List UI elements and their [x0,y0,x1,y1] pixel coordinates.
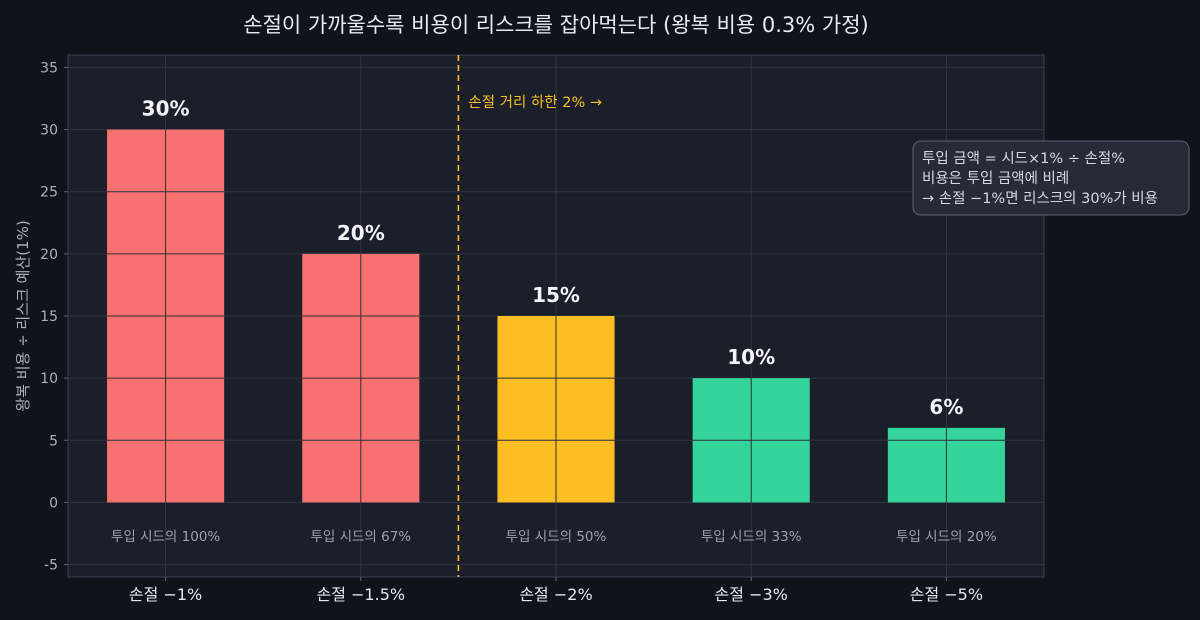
grid-overlay [107,129,1005,503]
annotation-line-1: 투입 금액 = 시드×1% ÷ 손절% [922,150,1125,167]
annotation-box-frame [912,140,1190,216]
x-tick-label: 손절 −2% [519,585,592,604]
x-tick-label: 손절 −3% [715,585,788,604]
y-axis-label: 왕복 비용 ÷ 리스크 예산(1%) [14,220,32,411]
y-axis-ticks: -5 0 5 10 15 20 25 30 35 [40,60,68,574]
y-tick-label: 30 [40,123,58,139]
annotation-line-2: 비용은 투입 금액에 비례 [922,170,1069,187]
sub-label: 투입 시드의 33% [701,529,802,545]
data-label: 10% [727,345,775,369]
annotation-line-3: → 손절 −1%면 리스크의 30%가 비용 [922,190,1158,207]
y-tick-label: 10 [40,371,58,387]
y-tick-label: 0 [49,495,58,511]
y-tick-label: 25 [40,185,58,201]
sub-label: 투입 시드의 20% [896,529,997,545]
sub-label: 투입 시드의 50% [506,529,607,545]
y-tick-label: 35 [40,60,58,76]
x-tick-label: 손절 −1.5% [317,585,406,604]
sub-label: 투입 시드의 67% [310,529,411,545]
chart-title: 손절이 가까울수록 비용이 리스크를 잡아먹는다 (왕복 비용 0.3% 가정) [243,13,868,37]
y-tick-label: 15 [40,309,58,325]
data-label: 20% [337,221,385,245]
data-labels: 30% 투입 시드의 100% 20% 투입 시드의 67% 15% 투입 시드의 50%… [111,97,997,545]
data-label: 15% [532,283,580,307]
data-label: 30% [142,97,190,121]
y-tick-label: -5 [44,558,58,574]
annotation-box: 투입 금액 = 시드×1% ÷ 손절% 비용은 투입 금액에 비례 → 손절 −… [912,140,1190,216]
x-axis-ticks: 손절 −1% 손절 −1.5% 손절 −2% 손절 −3% 손절 −5% [129,577,983,604]
y-tick-label: 5 [49,433,58,449]
sub-label: 투입 시드의 100% [111,529,220,545]
x-tick-label: 손절 −5% [910,585,983,604]
y-tick-label: 20 [40,247,58,263]
x-tick-label: 손절 −1% [129,585,202,604]
threshold-label: 손절 거리 하한 2% → [468,94,602,111]
data-label: 6% [929,395,963,419]
